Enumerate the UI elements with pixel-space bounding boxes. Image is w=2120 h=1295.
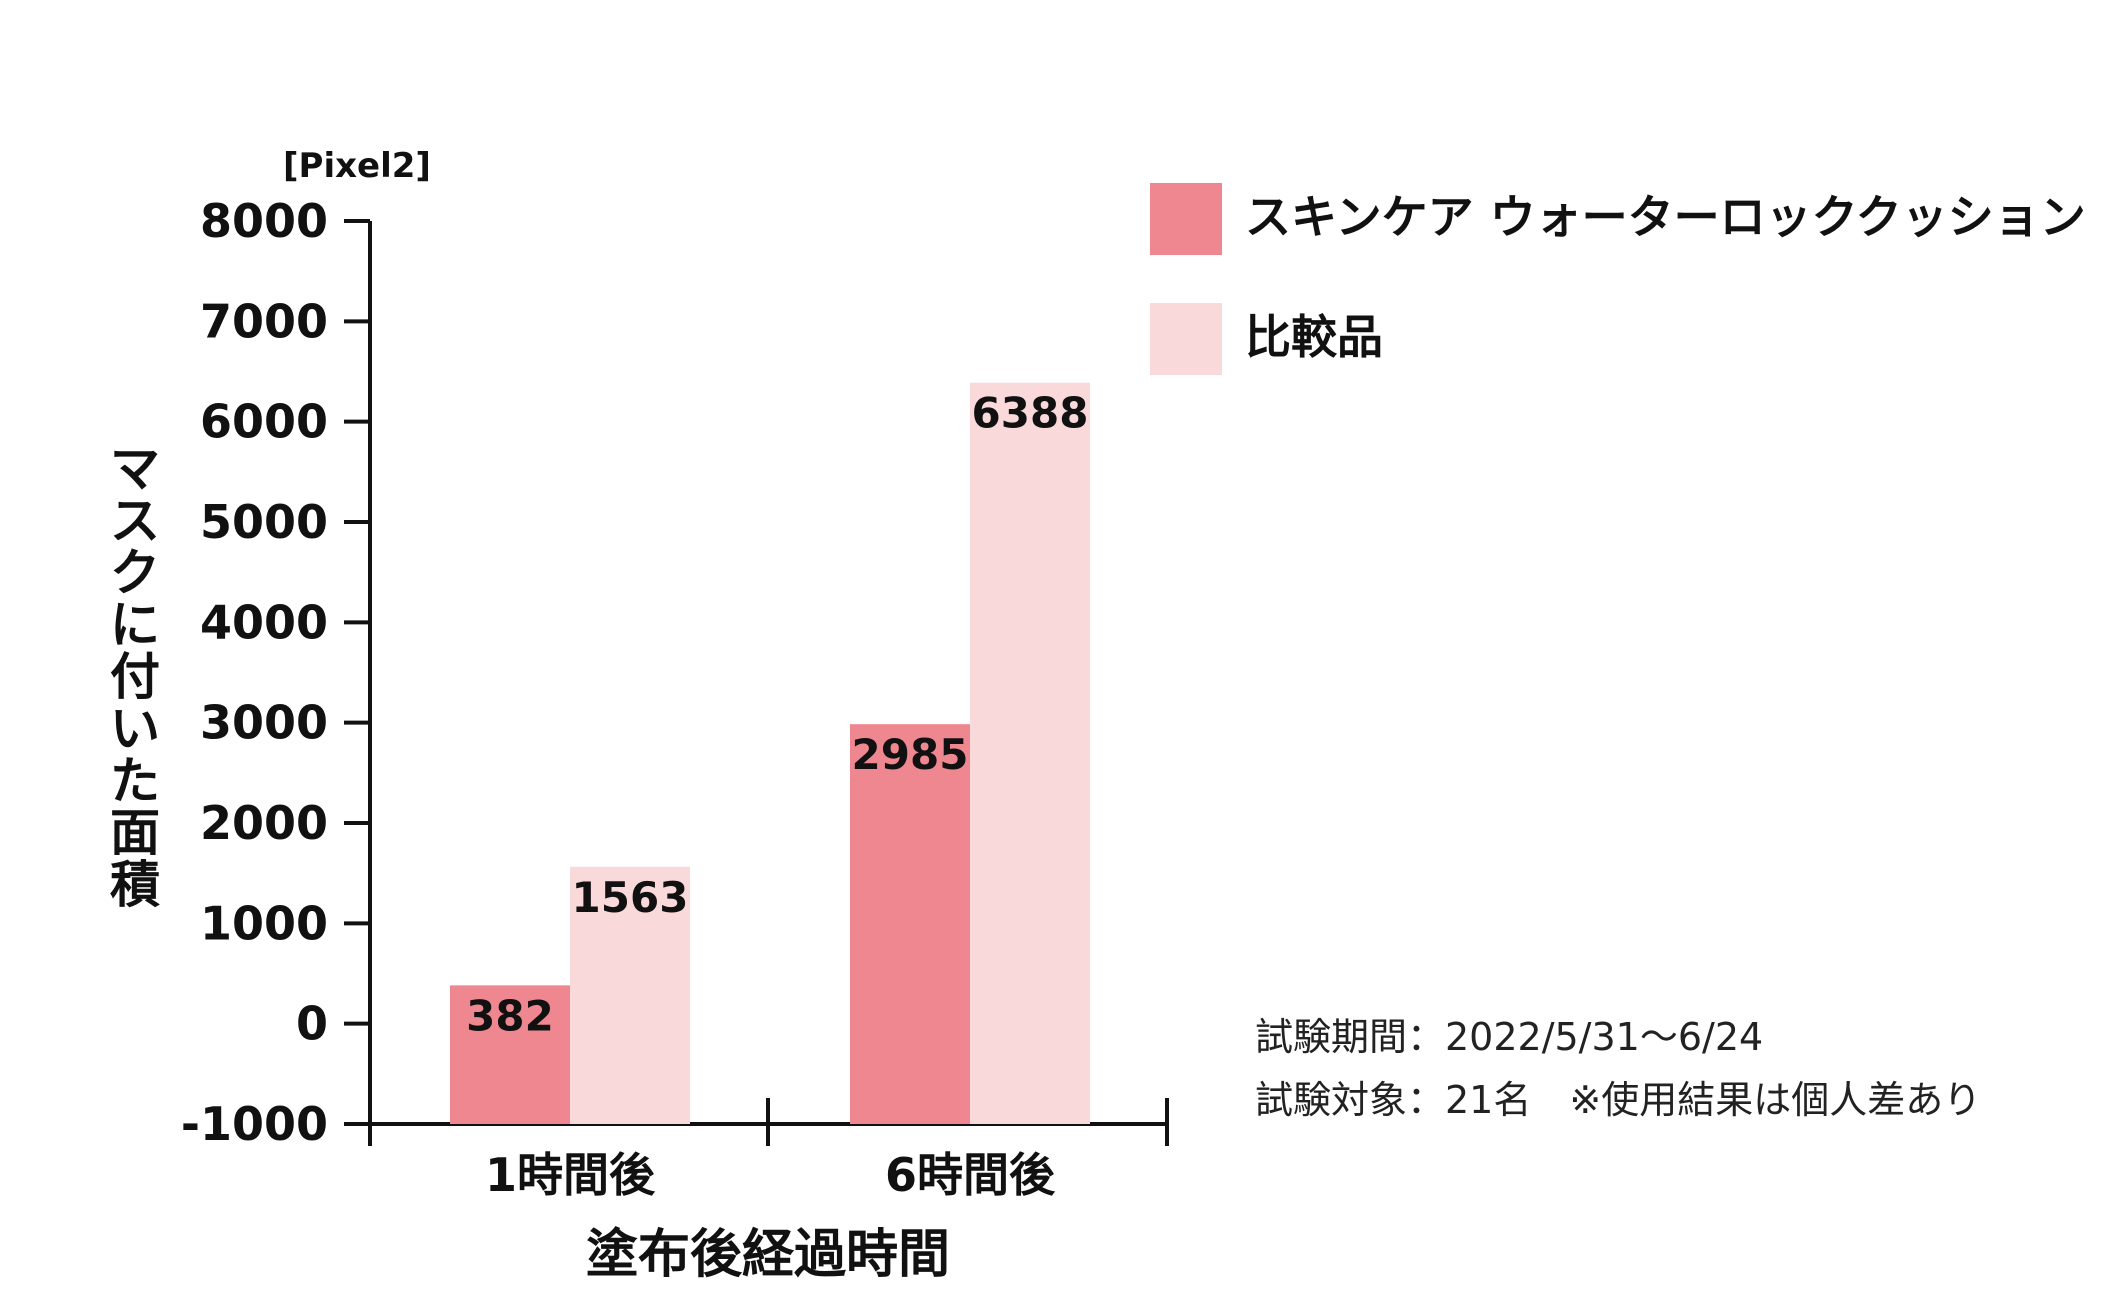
y-tick-label: 5000 [200, 495, 328, 549]
legend-label-compare: 比較品 [1245, 310, 1383, 364]
test-period-note: 試験期間：2022/5/31〜6/24 [1255, 1015, 1763, 1059]
y-tick-label: 2000 [200, 796, 328, 850]
test-subjects-note: 試験対象：21名 ※使用結果は個人差あり [1255, 1078, 1981, 1122]
y-axis-title-char: 面 [110, 804, 160, 862]
bar [850, 724, 970, 1124]
y-axis-title-char: 付 [110, 648, 160, 706]
unit-label: [Pixel2] [283, 146, 431, 186]
bar-value-label: 1563 [572, 873, 689, 922]
bar-value-label: 2985 [852, 730, 969, 779]
y-axis-title-char: ス [110, 492, 160, 550]
bar [570, 866, 690, 1124]
y-axis-title-char: た [110, 752, 160, 810]
y-tick-label: 1000 [200, 896, 328, 950]
bar [970, 382, 1090, 1125]
y-axis-title-char: に [110, 596, 160, 654]
x-axis-title: 塗布後経過時間 [586, 1225, 950, 1285]
y-axis-ticks: -1000 0 1000 2000 3000 4000 5000 6000 7000 8000 [181, 194, 370, 1151]
bar-value-label: 6388 [972, 389, 1089, 438]
y-tick-label: 0 [296, 997, 328, 1051]
y-axis-title-char: ク [110, 544, 160, 602]
legend-swatch-main [1150, 183, 1222, 255]
bar-value-label: 382 [466, 991, 554, 1040]
y-tick-label: -1000 [181, 1097, 328, 1151]
legend-swatch-compare [1150, 303, 1222, 375]
category-label: 6時間後 [885, 1148, 1056, 1202]
y-axis-title-char: マ [110, 440, 160, 498]
y-axis-title-char: い [110, 700, 160, 758]
x-axis-categories: 1時間後 6時間後 [485, 1148, 1056, 1202]
data-labels: 382 2985 1563 6388 [466, 389, 1088, 1041]
y-tick-label: 7000 [200, 294, 328, 348]
y-tick-label: 6000 [200, 395, 328, 449]
y-axis-title-char: 積 [110, 856, 160, 914]
bar [450, 985, 570, 1124]
legend-label-main: スキンケア ウォーターロッククッション [1245, 190, 2086, 244]
y-tick-label: 3000 [200, 696, 328, 750]
y-tick-label: 4000 [200, 595, 328, 649]
category-label: 1時間後 [485, 1148, 656, 1202]
legend: スキンケア ウォーターロッククッション 比較品 [1150, 183, 2086, 375]
bars [450, 382, 1090, 1125]
y-tick-label: 8000 [200, 194, 328, 248]
